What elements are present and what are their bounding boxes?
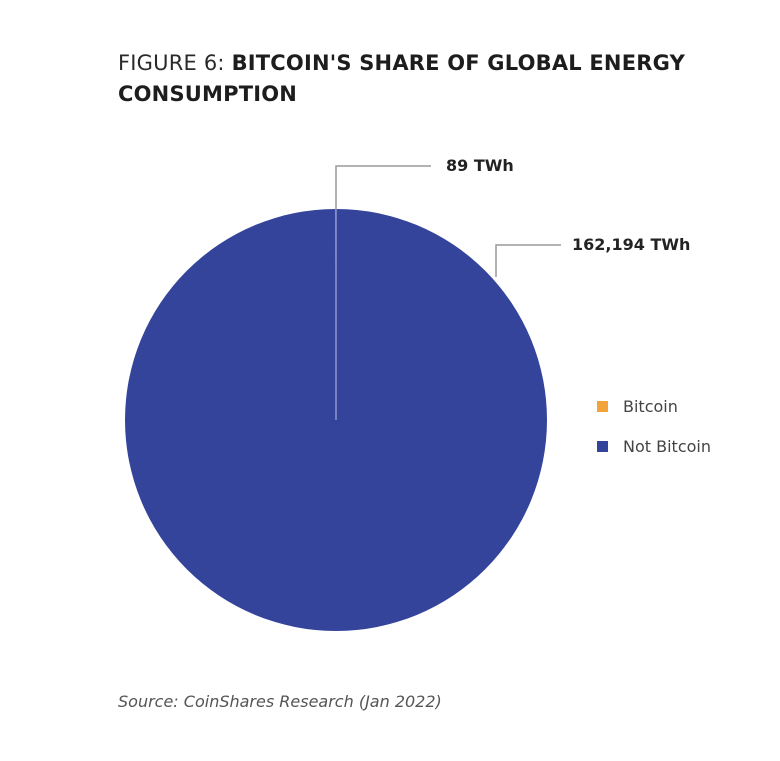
chart-title-main: BITCOIN'S SHARE OF GLOBAL ENERGY CONSUMP… [118,51,686,106]
leader-line-bitcoin [335,165,431,209]
legend-swatch-bitcoin [597,400,608,412]
legend-label-bitcoin: Bitcoin [623,396,678,416]
legend-swatch-not-bitcoin [597,440,608,452]
legend-item-not-bitcoin: Not Bitcoin [597,426,711,466]
legend-item-bitcoin: Bitcoin [597,386,711,426]
chart-legend: Bitcoin Not Bitcoin [597,386,711,466]
leader-line-not-bitcoin [495,244,561,277]
data-label-bitcoin: 89 TWh [446,156,514,175]
chart-title: FIGURE 6: BITCOIN'S SHARE OF GLOBAL ENER… [118,48,718,110]
legend-label-not-bitcoin: Not Bitcoin [623,436,711,456]
data-label-not-bitcoin: 162,194 TWh [572,235,691,254]
source-note: Source: CoinShares Research (Jan 2022) [118,692,442,711]
chart-title-prefix: FIGURE 6: [118,51,232,75]
